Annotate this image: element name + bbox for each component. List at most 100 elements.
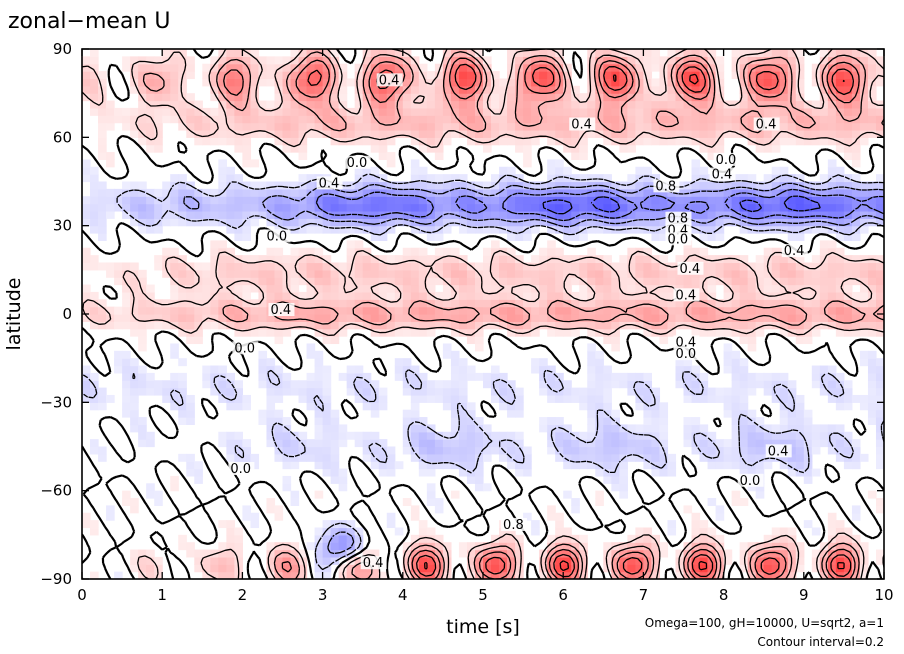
- band-cell: [643, 542, 653, 551]
- band-cell: [731, 203, 741, 212]
- band-cell: [539, 93, 548, 102]
- contour-level-minus-0p2: [82, 173, 884, 571]
- band-cell: [779, 328, 789, 337]
- band-cell: [282, 262, 292, 271]
- band-cell: [346, 556, 356, 565]
- band-cell: [483, 63, 492, 72]
- band-cell: [723, 358, 733, 367]
- band-cell: [611, 137, 620, 146]
- band-cell: [282, 129, 292, 138]
- band-cell: [715, 269, 725, 278]
- band-cell: [835, 144, 845, 153]
- band-cell: [747, 269, 757, 278]
- band-cell: [306, 387, 316, 396]
- band-cell: [330, 122, 340, 131]
- band-cell: [595, 490, 604, 499]
- band-cell: [474, 306, 484, 315]
- band-cell: [258, 350, 268, 359]
- band-cell: [418, 188, 428, 197]
- band-cell: [579, 233, 588, 241]
- band-cell: [515, 85, 524, 94]
- band-cell: [651, 210, 661, 219]
- band-cell: [803, 181, 813, 190]
- band-cell: [346, 240, 356, 249]
- band-cell: [803, 328, 813, 337]
- band-cell: [394, 461, 404, 470]
- band-cell: [442, 188, 452, 197]
- band-cell: [330, 203, 340, 212]
- band-cell: [587, 78, 596, 87]
- band-cell: [338, 372, 348, 381]
- band-cell: [531, 262, 540, 271]
- band-cell: [394, 107, 404, 116]
- band-cell: [402, 446, 412, 455]
- band-cell: [362, 85, 372, 94]
- band-cell: [450, 203, 460, 212]
- band-cell: [258, 321, 268, 330]
- contour-label: 0.0: [266, 229, 287, 244]
- band-cell: [98, 394, 107, 403]
- band-cell: [170, 100, 179, 109]
- band-cell: [707, 203, 717, 212]
- band-cell: [571, 321, 580, 330]
- band-cell: [386, 85, 396, 94]
- band-cell: [250, 181, 260, 190]
- band-cell: [114, 314, 123, 322]
- band-cell: [523, 284, 532, 293]
- band-cell: [715, 571, 725, 579]
- band-cell: [531, 196, 540, 205]
- band-cell: [178, 534, 187, 543]
- band-cell: [130, 56, 139, 65]
- band-cell: [194, 129, 203, 138]
- y-tick-label: −60: [40, 482, 72, 500]
- band-cell: [739, 49, 749, 57]
- band-cell: [226, 78, 235, 87]
- band-cell: [122, 402, 131, 411]
- band-cell: [330, 409, 340, 418]
- band-cell: [763, 225, 773, 234]
- x-tick-label: 1: [157, 586, 167, 604]
- band-cell: [811, 299, 821, 308]
- band-cell: [402, 564, 412, 573]
- band-cell: [338, 78, 348, 87]
- band-cell: [306, 306, 316, 315]
- band-cell: [234, 328, 243, 337]
- band-cell: [354, 71, 364, 80]
- band-cell: [402, 188, 412, 197]
- band-cell: [442, 284, 452, 293]
- band-cell: [434, 218, 444, 227]
- band-cell: [442, 556, 452, 565]
- band-cell: [466, 314, 476, 322]
- band-cell: [442, 564, 452, 573]
- band-cell: [499, 314, 508, 322]
- band-cell: [434, 144, 444, 153]
- band-cell: [210, 564, 219, 573]
- band-cell: [418, 100, 428, 109]
- band-cell: [683, 505, 693, 514]
- band-cell: [202, 78, 211, 87]
- band-cell: [162, 188, 171, 197]
- band-cell: [795, 255, 805, 264]
- band-cell: [474, 210, 484, 219]
- band-cell: [154, 380, 163, 389]
- band-cell: [282, 556, 292, 565]
- band-cell: [274, 328, 284, 337]
- band-cell: [795, 115, 805, 124]
- band-cell: [739, 203, 749, 212]
- band-cell: [555, 85, 564, 94]
- band-cell: [827, 188, 837, 197]
- band-cell: [266, 181, 276, 190]
- band-cell: [539, 269, 548, 278]
- band-cell: [450, 100, 460, 109]
- band-cell: [795, 549, 805, 558]
- band-cell: [491, 137, 500, 146]
- band-cell: [298, 203, 308, 212]
- band-cell: [835, 262, 845, 271]
- band-cell: [851, 152, 861, 161]
- band-cell: [811, 291, 821, 300]
- band-cell: [683, 431, 693, 440]
- band-cell: [611, 343, 620, 352]
- band-cell: [354, 203, 364, 212]
- band-cell: [707, 534, 717, 543]
- band-cell: [579, 107, 588, 116]
